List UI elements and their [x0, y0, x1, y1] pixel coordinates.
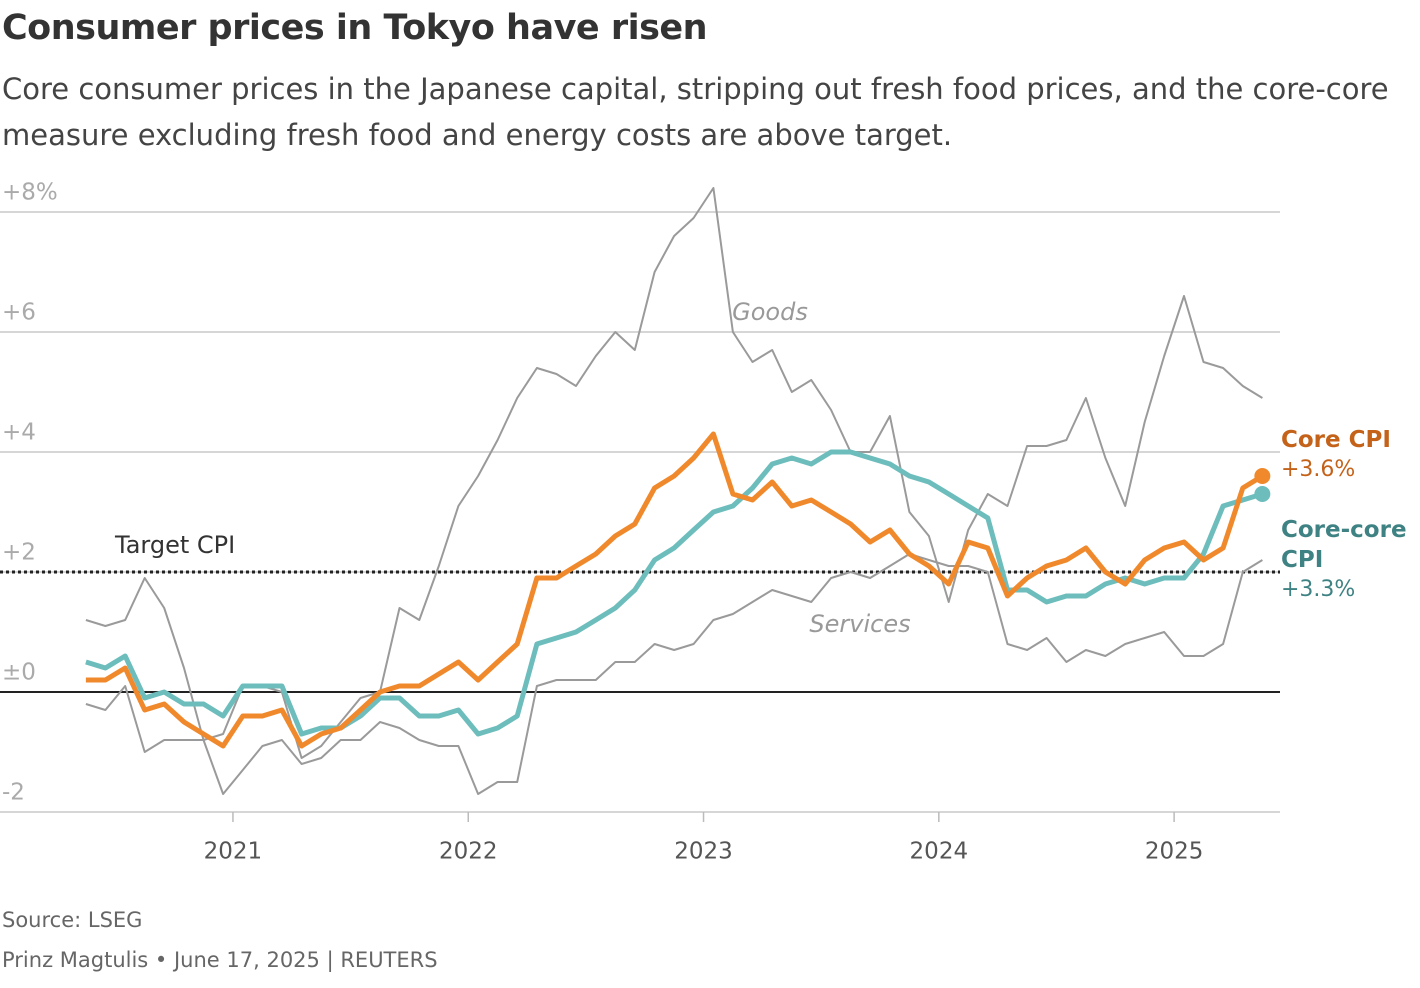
series-line: [85, 449, 1264, 737]
chart-subtitle: Core consumer prices in the Japanese cap…: [2, 72, 1389, 152]
source: Source: LSEG: [2, 908, 143, 932]
y-tick-label: ±0: [2, 660, 36, 686]
x-tick-label: 2021: [204, 839, 263, 865]
y-tick-label: +4: [2, 420, 36, 446]
value-label: +3.3%: [1281, 577, 1356, 602]
y-tick-label: -2: [2, 780, 25, 806]
x-tick-label: 2024: [910, 839, 969, 865]
y-tick-label: +6: [2, 300, 36, 326]
credit: Prinz Magtulis • June 17, 2025 | REUTERS: [2, 948, 438, 972]
legend-label: Core-core CPI: [1281, 517, 1407, 573]
target-label: Target CPI: [114, 531, 235, 559]
series-line: [85, 431, 1264, 749]
end-dot: [1254, 486, 1271, 502]
chart-title: Consumer prices in Tokyo have risen: [2, 8, 708, 48]
y-tick-label: +8%: [2, 180, 58, 206]
value-label: +3.6%: [1281, 457, 1356, 482]
x-tick-label: 2022: [439, 839, 498, 865]
y-tick-label: +2: [2, 540, 36, 566]
x-tick-label: 2025: [1145, 839, 1204, 865]
series-annotation: Services: [809, 610, 910, 638]
x-tick-label: 2023: [674, 839, 733, 865]
series-annotation: Goods: [732, 298, 808, 326]
legend-label: Core CPI: [1281, 427, 1391, 453]
series-line: [85, 553, 1263, 795]
end-dot: [1254, 468, 1271, 484]
